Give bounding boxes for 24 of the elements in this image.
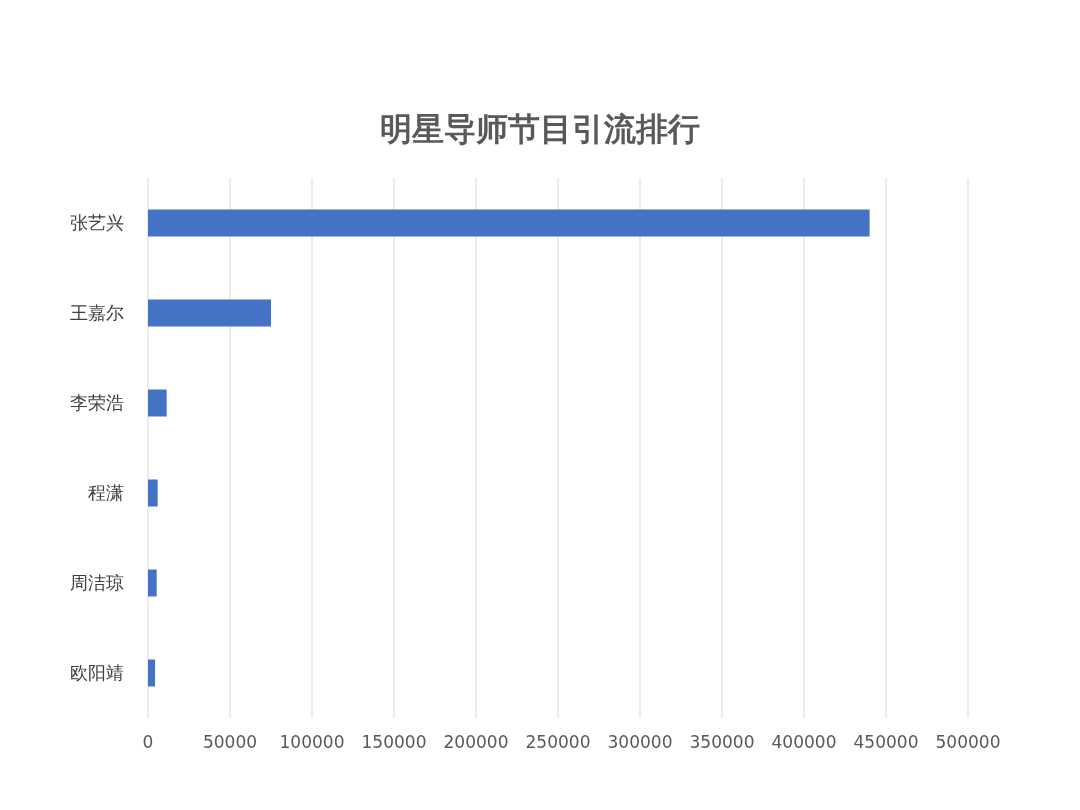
x-tick-label: 450000	[853, 732, 919, 753]
y-tick-label: 程潇	[88, 482, 124, 504]
y-tick-label: 王嘉尔	[70, 302, 124, 324]
x-tick-label: 500000	[935, 732, 1001, 753]
x-tick-label: 150000	[361, 732, 427, 753]
bar	[148, 569, 157, 597]
x-tick-label: 200000	[443, 732, 509, 753]
bar	[148, 389, 167, 417]
bar	[148, 479, 158, 507]
x-tick-label: 250000	[525, 732, 591, 753]
y-tick-label: 周洁琼	[70, 572, 124, 594]
x-tick-label: 50000	[202, 732, 258, 753]
bar	[148, 209, 870, 237]
bar	[148, 299, 271, 327]
y-tick-label: 欧阳靖	[70, 662, 124, 684]
x-tick-label: 300000	[607, 732, 673, 753]
x-tick-label: 100000	[279, 732, 345, 753]
x-tick-label: 350000	[689, 732, 755, 753]
chart-title: 明星导师节目引流排行	[379, 109, 701, 150]
x-tick-label: 400000	[771, 732, 837, 753]
bar	[148, 659, 156, 687]
y-tick-label: 张艺兴	[70, 212, 124, 234]
x-tick-label: 0	[142, 732, 154, 753]
y-tick-label: 李荣浩	[70, 392, 124, 414]
